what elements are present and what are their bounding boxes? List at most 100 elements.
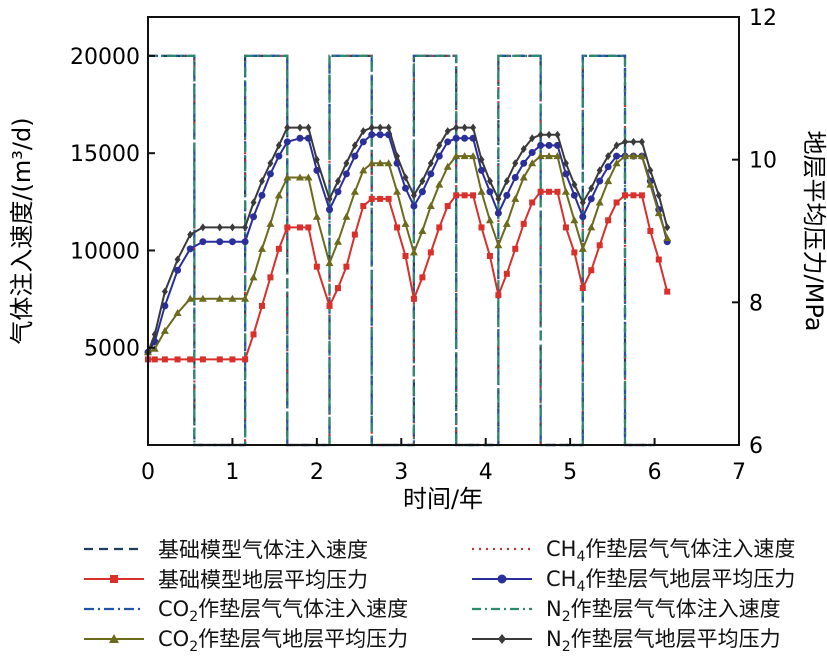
pressure-point-0-16: [313, 263, 320, 270]
pressure-point-2-35: [477, 187, 486, 195]
pressure-point-2-2: [160, 326, 169, 334]
pressure-point-3-28: [419, 177, 426, 186]
pressure-point-2-18: [333, 237, 342, 245]
pressure-point-1-27: [410, 202, 418, 210]
legend-label-text: N: [546, 596, 562, 621]
pressure-point-0-31: [444, 203, 451, 210]
pressure-point-1-20: [351, 152, 359, 160]
pressure-point-3-7: [229, 223, 236, 232]
pressure-point-2-40: [519, 173, 528, 181]
pressure-point-2-57: [663, 234, 672, 242]
legend-label-text: N: [546, 626, 562, 651]
injection-series-line-0: [148, 54, 655, 447]
pressure-point-3-52: [622, 137, 629, 146]
pressure-point-1-26: [402, 184, 410, 192]
pressure-point-2-16: [312, 212, 321, 220]
pressure-point-2-47: [578, 244, 587, 252]
pressure-point-0-28: [419, 274, 426, 281]
legend-item: CO2作垫层气气体注入速度: [80, 594, 408, 625]
pressure-point-0-21: [360, 203, 367, 210]
legend-swatch: [472, 547, 532, 551]
pressure-point-0-44: [554, 188, 561, 195]
pressure-point-0-53: [630, 192, 637, 199]
legend-swatch: [84, 634, 144, 643]
pressure-point-1-45: [562, 170, 570, 178]
pressure-point-0-25: [394, 224, 401, 231]
pressure-point-1-21: [359, 138, 367, 146]
pressure-series-line-1: [147, 133, 669, 353]
legend-item: CO2作垫层气地层平均压力: [80, 624, 408, 655]
y-left-tick-label: 10000: [70, 239, 140, 264]
legend: 基础模型气体注入速度 CH4作垫层气气体注入速度 基础模型地层平均压力 CH4作垫层气…: [0, 530, 827, 656]
pressure-point-0-12: [275, 245, 282, 252]
pressure-point-0-56: [655, 256, 662, 263]
pressure-point-2-50: [604, 177, 613, 185]
pressure-point-3-3: [174, 255, 181, 264]
pressure-point-2-36: [485, 216, 494, 224]
pressure-point-0-36: [486, 252, 493, 259]
pressure-point-3-50: [605, 152, 612, 161]
pressure-point-3-19: [343, 159, 350, 168]
pressure-point-0-22: [368, 195, 375, 202]
legend-item: 基础模型气体注入速度: [80, 534, 368, 564]
pressure-point-3-27: [410, 191, 417, 200]
pressure-series-0: [145, 188, 671, 363]
pressure-point-2-28: [418, 227, 427, 234]
pressure-point-0-45: [562, 224, 569, 231]
pressure-point-0-11: [267, 274, 274, 281]
pressure-point-1-17: [326, 206, 334, 214]
pressure-point-0-30: [436, 224, 443, 231]
legend-label-subscript: 2: [561, 639, 571, 656]
y-left-tick-label: 20000: [70, 45, 140, 70]
pressure-point-2-33: [460, 152, 469, 160]
pressure-point-1-2: [161, 302, 169, 310]
pressure-point-3-29: [427, 159, 434, 168]
legend-item: 基础模型地层平均压力: [80, 564, 368, 594]
pressure-point-1-18: [334, 188, 342, 196]
pressure-point-2-10: [257, 244, 266, 252]
pressure-point-0-40: [520, 220, 527, 227]
legend-label-text: 作垫层气气体注入速度: [570, 596, 781, 621]
pressure-point-2-49: [595, 198, 604, 206]
pressure-point-3-4: [187, 230, 194, 239]
pressure-point-0-8: [242, 356, 249, 363]
pressure-point-3-54: [638, 137, 645, 146]
pressure-point-2-3: [173, 309, 182, 317]
legend-marker: [498, 634, 506, 644]
injection-series-line-2: [148, 54, 655, 447]
pressure-point-3-22: [368, 123, 375, 132]
pressure-point-3-46: [571, 180, 578, 189]
pressure-point-2-11: [266, 219, 275, 227]
y-right-tick-label: 12: [749, 6, 777, 31]
pressure-point-1-31: [444, 138, 452, 146]
pressure-point-0-38: [503, 270, 510, 277]
pressure-point-1-32: [452, 134, 460, 142]
pressure-point-3-25: [394, 152, 401, 161]
pressure-point-1-4: [186, 245, 194, 253]
pressure-point-2-48: [587, 223, 596, 231]
pressure-point-3-11: [267, 159, 274, 168]
pressure-point-0-7: [229, 356, 236, 363]
pressure-point-0-35: [478, 224, 485, 231]
pressure-point-3-13: [284, 123, 291, 132]
injection-series-line-3: [148, 54, 655, 447]
pressure-point-0-27: [410, 295, 417, 302]
legend-item: N2作垫层气地层平均压力: [468, 624, 781, 656]
pressure-point-1-51: [613, 152, 621, 160]
legend-marker: [110, 575, 118, 583]
pressure-point-0-48: [588, 267, 595, 274]
legend-swatch: [84, 607, 144, 611]
pressure-point-3-6: [216, 223, 223, 232]
pressure-point-1-35: [477, 166, 485, 174]
pressure-point-1-11: [266, 170, 274, 178]
pressure-point-3-41: [529, 134, 536, 143]
pressure-point-0-18: [334, 285, 341, 292]
legend-label-text: CO: [158, 626, 190, 651]
pressure-point-2-56: [654, 209, 663, 217]
legend-label-subscript: 4: [576, 549, 586, 566]
pressure-point-0-5: [199, 356, 206, 363]
pressure-point-2-19: [342, 212, 351, 220]
pressure-point-0-1: [151, 356, 158, 363]
pressure-point-0-29: [427, 249, 434, 256]
